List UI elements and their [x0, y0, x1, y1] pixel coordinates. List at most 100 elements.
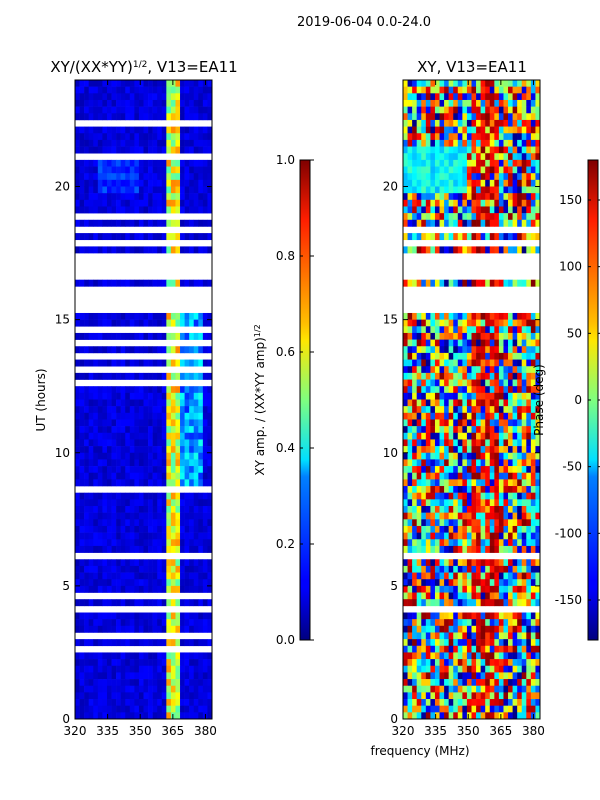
heatmap-cell: [517, 565, 523, 573]
heatmap-cell: [430, 99, 436, 107]
heatmap-cell: [412, 219, 417, 227]
heatmap-cell: [466, 459, 472, 467]
heatmap-cell: [207, 99, 212, 107]
heatmap-cell: [425, 113, 431, 121]
heatmap-cell: [116, 525, 121, 533]
heatmap-cell: [134, 139, 140, 147]
heatmap-cell: [480, 246, 486, 254]
heatmap-cell: [157, 625, 163, 633]
heatmap-cell: [189, 705, 195, 713]
heatmap-cell: [425, 672, 431, 680]
heatmap-cell: [138, 139, 144, 147]
heatmap-cell: [125, 446, 131, 454]
heatmap-cell: [138, 406, 144, 414]
heatmap-cell: [521, 479, 527, 487]
heatmap-cell: [102, 652, 108, 660]
heatmap-cell: [79, 705, 85, 713]
heatmap-cell: [193, 492, 199, 500]
heatmap-cell: [434, 386, 440, 394]
heatmap-cell: [125, 179, 131, 187]
heatmap-cell: [485, 213, 491, 221]
heatmap-cell: [93, 193, 99, 201]
heatmap-cell: [498, 512, 504, 520]
heatmap-cell: [526, 326, 532, 334]
heatmap-cell: [517, 439, 523, 447]
heatmap-cell: [421, 119, 427, 127]
heatmap-cell: [517, 712, 523, 719]
heatmap-cell: [93, 419, 99, 427]
heatmap-cell: [102, 246, 108, 254]
heatmap-cell: [134, 99, 140, 107]
heatmap-cell: [512, 705, 518, 713]
heatmap-cell: [193, 665, 199, 673]
heatmap-cell: [425, 632, 431, 640]
heatmap-cell: [503, 472, 509, 480]
heatmap-cell: [157, 506, 163, 513]
heatmap-cell: [198, 412, 204, 420]
heatmap-cell: [476, 585, 481, 593]
heatmap-cell: [152, 159, 158, 167]
heatmap-cell: [444, 472, 449, 480]
heatmap-cell: [193, 246, 199, 254]
heatmap-cell: [93, 80, 99, 87]
heatmap-cell: [106, 99, 112, 107]
heatmap-cell: [453, 472, 459, 480]
heatmap-cell: [170, 572, 176, 580]
heatmap-cell: [111, 179, 117, 187]
heatmap-cell: [476, 525, 481, 533]
heatmap-cell: [430, 359, 436, 367]
heatmap-cell: [84, 692, 89, 700]
heatmap-cell: [416, 452, 422, 460]
heatmap-cell: [180, 506, 185, 513]
heatmap-cell: [97, 392, 103, 400]
heatmap-cell: [535, 545, 540, 553]
heatmap-cell: [207, 659, 212, 667]
heatmap-cell: [457, 133, 463, 141]
heatmap-cell: [116, 80, 121, 87]
heatmap-cell: [198, 559, 204, 567]
heatmap-cell: [498, 532, 504, 540]
heatmap-cell: [425, 339, 431, 347]
heatmap-cell: [125, 80, 131, 87]
heatmap-cell: [503, 632, 509, 640]
heatmap-cell: [462, 80, 468, 87]
heatmap-cell: [517, 312, 523, 320]
heatmap-cell: [403, 326, 408, 334]
heatmap-cell: [116, 173, 121, 181]
heatmap-cell: [430, 199, 436, 207]
y-tick-label: 10: [55, 446, 70, 460]
heatmap-cell: [175, 439, 181, 447]
heatmap-cell: [134, 146, 140, 154]
heatmap-cell: [193, 233, 199, 241]
heatmap-cell: [129, 712, 135, 719]
heatmap-cell: [84, 525, 89, 533]
heatmap-cell: [498, 486, 504, 493]
heatmap-cell: [498, 479, 504, 487]
heatmap-cell: [116, 579, 121, 587]
heatmap-cell: [202, 545, 208, 553]
heatmap-cell: [125, 419, 131, 427]
heatmap-cell: [508, 133, 513, 141]
heatmap-cell: [521, 332, 527, 340]
heatmap-cell: [193, 705, 199, 713]
heatmap-cell: [421, 432, 427, 440]
heatmap-cell: [448, 512, 454, 520]
heatmap-cell: [202, 179, 208, 187]
heatmap-cell: [120, 80, 126, 87]
heatmap-cell: [116, 106, 121, 114]
heatmap-cell: [143, 332, 149, 340]
heatmap-cell: [430, 153, 436, 161]
heatmap-cell: [148, 565, 153, 573]
heatmap-cell: [508, 439, 513, 447]
heatmap-cell: [457, 386, 463, 394]
heatmap-cell: [102, 459, 108, 467]
heatmap-cell: [489, 146, 495, 154]
heatmap-cell: [111, 612, 117, 620]
heatmap-cell: [489, 705, 495, 713]
heatmap-cell: [93, 279, 99, 287]
heatmap-cell: [161, 519, 167, 527]
heatmap-cell: [143, 519, 149, 527]
heatmap-cell: [494, 126, 500, 134]
heatmap-cell: [434, 106, 440, 114]
heatmap-cell: [494, 452, 500, 460]
